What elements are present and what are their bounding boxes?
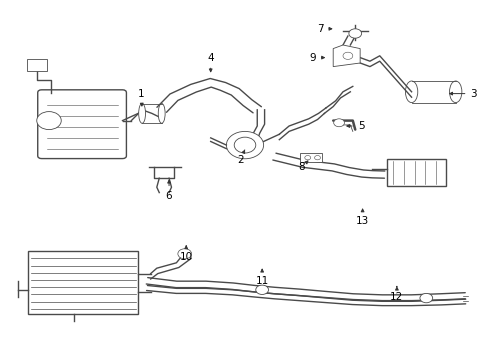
Text: 12: 12 [390,287,404,302]
Text: 2: 2 [237,150,245,165]
Circle shape [315,156,320,160]
FancyBboxPatch shape [28,251,139,314]
Ellipse shape [449,81,462,103]
Text: 4: 4 [207,53,214,72]
Polygon shape [333,45,360,67]
Text: 8: 8 [298,161,308,172]
Ellipse shape [158,104,165,123]
Circle shape [343,52,353,59]
FancyBboxPatch shape [27,58,47,71]
Text: 6: 6 [166,180,172,201]
Text: 13: 13 [356,209,369,226]
Circle shape [178,249,192,259]
Circle shape [334,119,344,127]
Circle shape [256,285,269,294]
Circle shape [349,29,362,38]
FancyBboxPatch shape [38,90,126,158]
Text: 9: 9 [309,53,324,63]
Ellipse shape [139,104,146,123]
Text: 5: 5 [347,121,365,131]
Text: 3: 3 [450,89,477,99]
FancyBboxPatch shape [387,159,446,186]
Circle shape [420,293,433,303]
Text: 7: 7 [317,24,332,34]
Circle shape [37,112,61,130]
Text: 1: 1 [138,89,145,106]
Ellipse shape [405,81,418,103]
Circle shape [305,156,311,160]
Text: 11: 11 [255,269,269,286]
Circle shape [226,131,264,159]
FancyBboxPatch shape [300,153,322,162]
Circle shape [234,137,256,153]
Text: 10: 10 [180,246,193,262]
